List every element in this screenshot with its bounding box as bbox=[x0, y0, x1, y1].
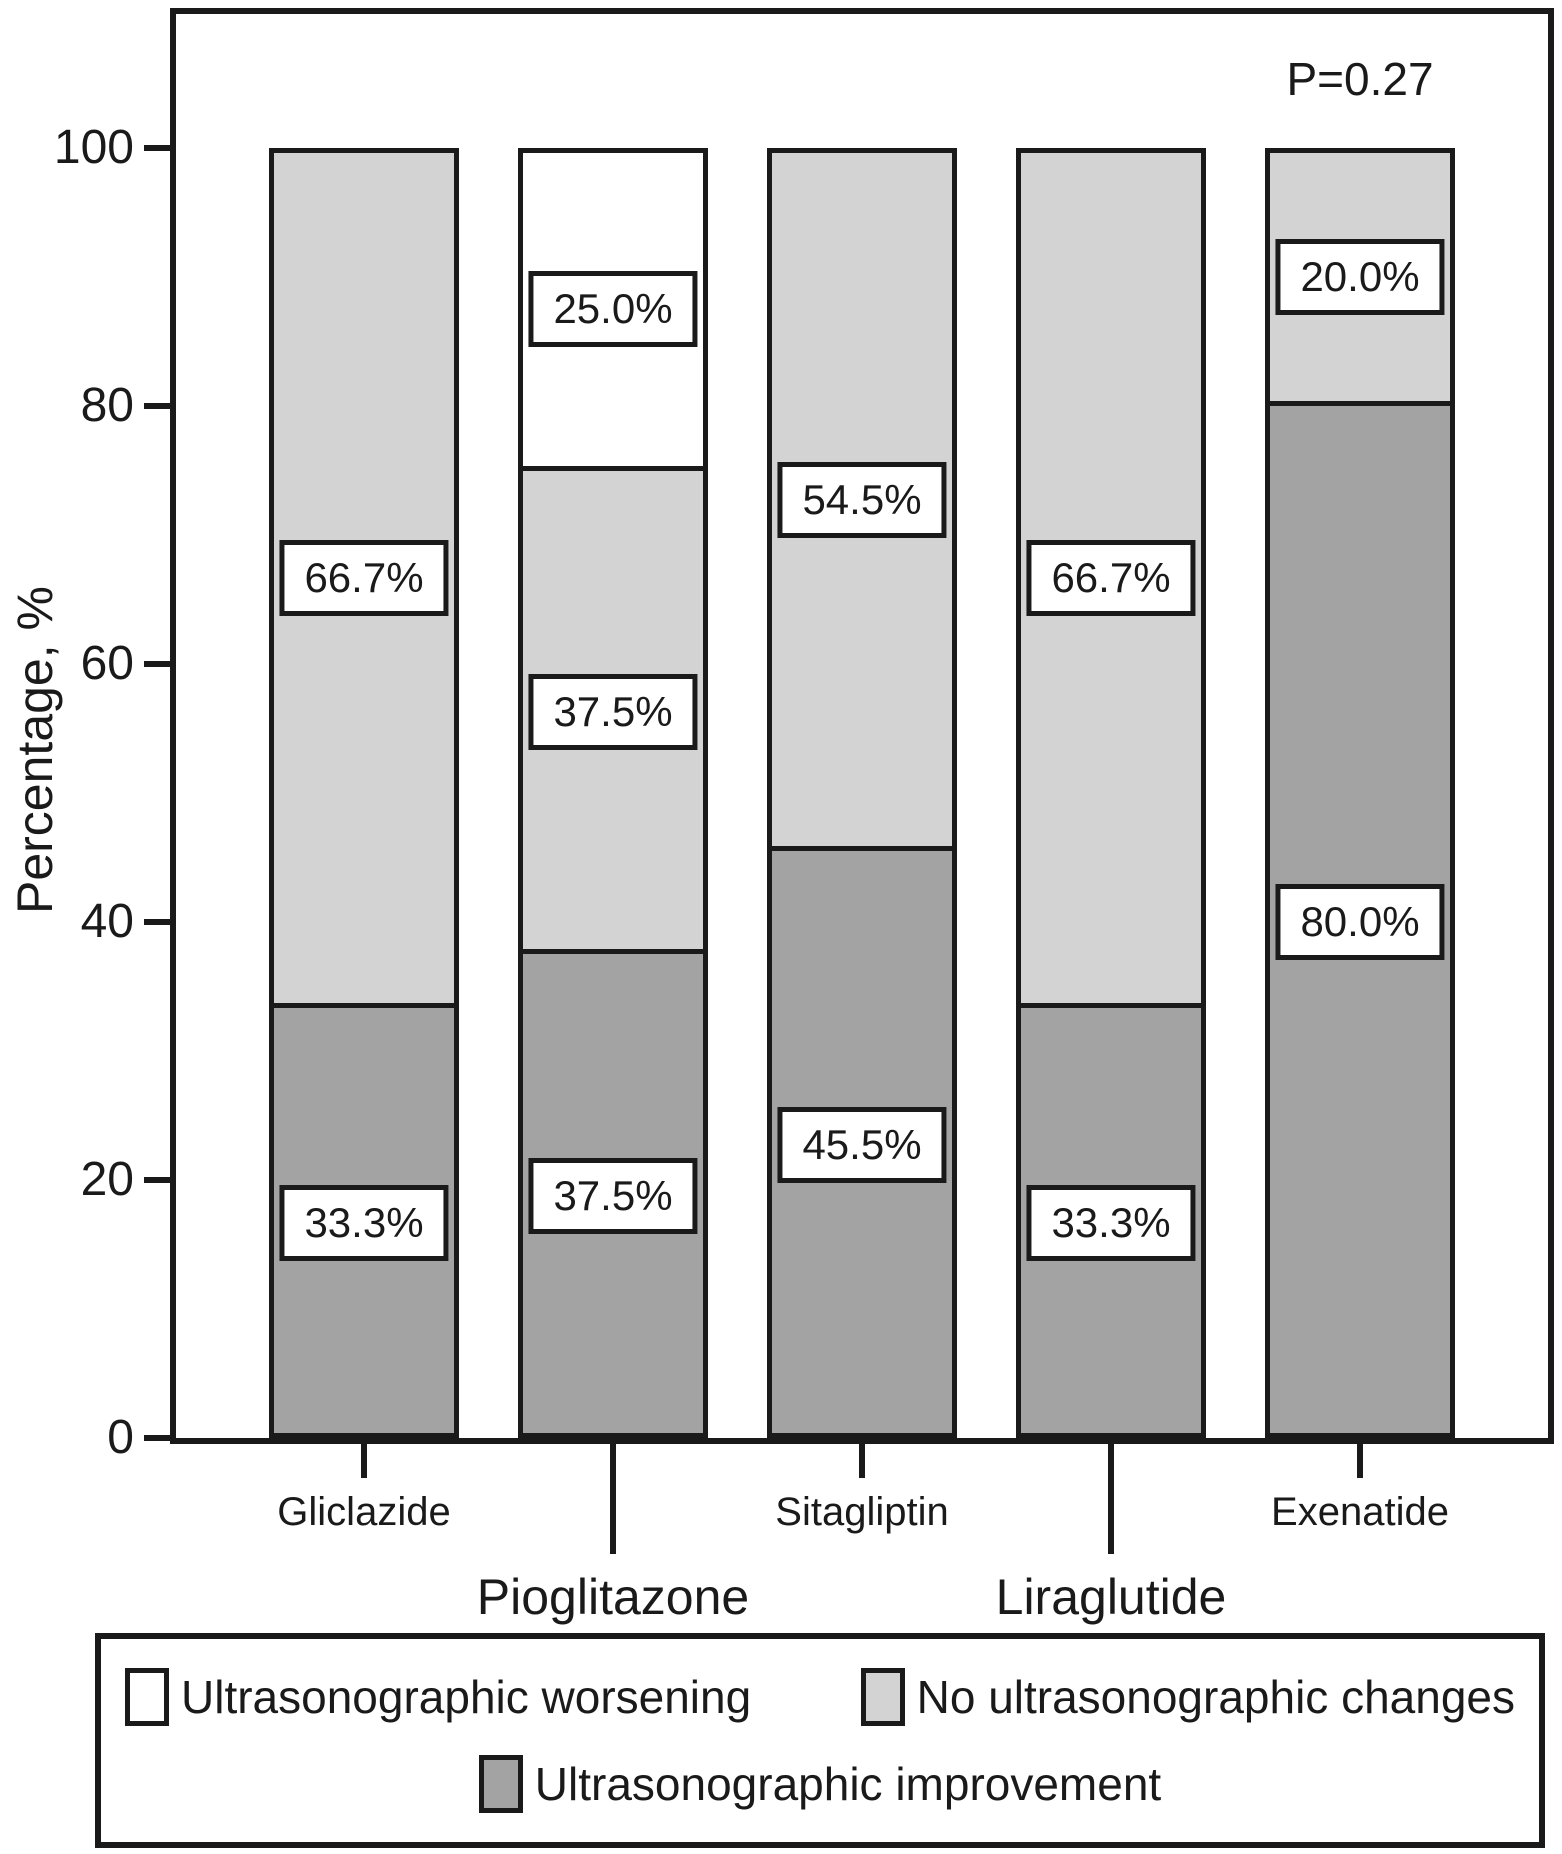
legend-label-no-ultrasonographic-changes: No ultrasonographic changes bbox=[916, 1671, 1515, 1723]
category-label-liraglutide: Liraglutide bbox=[995, 1569, 1227, 1625]
category-label-sitagliptin: Sitagliptin bbox=[775, 1490, 949, 1534]
p-value-annotation: P=0.27 bbox=[1286, 53, 1434, 105]
x-tick-pioglitazone bbox=[610, 1444, 616, 1554]
legend-item-ultrasonographic-improvement: Ultrasonographic improvement bbox=[478, 1755, 1162, 1813]
legend-item-ultrasonographic-worsening: Ultrasonographic worsening bbox=[125, 1668, 751, 1726]
legend-row-2: Ultrasonographic improvement bbox=[125, 1755, 1515, 1813]
bar-exenatide: 80.0% 20.0% bbox=[1265, 148, 1455, 1438]
x-slot-exenatide: Exenatide bbox=[1265, 1444, 1455, 1644]
category-label-pioglitazone: Pioglitazone bbox=[476, 1569, 750, 1625]
y-tick-label-80: 80 bbox=[80, 379, 134, 432]
bar-pioglitazone: 37.5% 37.5% 25.0% bbox=[518, 148, 708, 1438]
x-slot-pioglitazone: Pioglitazone bbox=[477, 1444, 749, 1644]
legend-item-no-ultrasonographic-changes: No ultrasonographic changes bbox=[860, 1668, 1515, 1726]
y-tick-label-0: 0 bbox=[107, 1411, 134, 1464]
x-tick-gliclazide bbox=[361, 1444, 367, 1478]
x-slot-sitagliptin: Sitagliptin bbox=[767, 1444, 957, 1644]
y-tick-label-40: 40 bbox=[80, 895, 134, 948]
legend-row-1: Ultrasonographic worsening No ultrasonogr… bbox=[125, 1668, 1515, 1726]
y-tick-mark-80 bbox=[144, 403, 171, 409]
y-tick-label-100: 100 bbox=[53, 121, 134, 174]
value-label-sitagliptin-ultrasonographic-improvement: 45.5% bbox=[777, 1106, 947, 1183]
stacked-bars: 33.3% 66.7% 37.5% 37.5% 25.0% 45.5% 54.5% 33.3%… bbox=[176, 148, 1548, 1438]
x-tick-exenatide bbox=[1357, 1444, 1363, 1478]
value-label-pioglitazone-ultrasonographic-worsening: 25.0% bbox=[528, 271, 698, 348]
legend-swatch-ultrasonographic-worsening bbox=[125, 1668, 169, 1726]
value-label-pioglitazone-ultrasonographic-improvement: 37.5% bbox=[528, 1158, 698, 1235]
legend-label-ultrasonographic-worsening: Ultrasonographic worsening bbox=[181, 1671, 752, 1723]
legend-label-ultrasonographic-improvement: Ultrasonographic improvement bbox=[534, 1758, 1162, 1810]
value-label-exenatide-ultrasonographic-improvement: 80.0% bbox=[1275, 884, 1445, 960]
value-label-gliclazide-no-ultrasonographic-changes: 66.7% bbox=[279, 540, 449, 617]
value-label-liraglutide-ultrasonographic-improvement: 33.3% bbox=[1026, 1185, 1196, 1262]
x-axis: Gliclazide Pioglitazone Sitagliptin Liraglu… bbox=[176, 1444, 1548, 1644]
x-tick-liraglutide bbox=[1108, 1444, 1114, 1554]
y-tick-label-20: 20 bbox=[80, 1153, 134, 1206]
y-tick-mark-0 bbox=[144, 1435, 171, 1441]
category-label-exenatide: Exenatide bbox=[1271, 1490, 1449, 1534]
legend-box: Ultrasonographic worsening No ultrasonogr… bbox=[95, 1633, 1545, 1848]
x-slot-liraglutide: Liraglutide bbox=[996, 1444, 1226, 1644]
bar-sitagliptin: 45.5% 54.5% bbox=[767, 148, 957, 1438]
y-tick-mark-20 bbox=[144, 1177, 171, 1183]
category-label-gliclazide: Gliclazide bbox=[277, 1490, 451, 1534]
legend-swatch-ultrasonographic-improvement bbox=[478, 1755, 523, 1813]
legend-swatch-no-ultrasonographic-changes bbox=[860, 1668, 905, 1726]
y-tick-mark-100 bbox=[144, 145, 171, 151]
y-tick-label-60: 60 bbox=[80, 637, 134, 690]
value-label-pioglitazone-no-ultrasonographic-changes: 37.5% bbox=[528, 674, 698, 751]
y-axis-label: Percentage, % bbox=[7, 586, 63, 914]
value-label-exenatide-no-ultrasonographic-changes: 20.0% bbox=[1275, 239, 1445, 315]
x-slot-gliclazide: Gliclazide bbox=[269, 1444, 459, 1644]
y-tick-mark-60 bbox=[144, 661, 171, 667]
value-label-liraglutide-no-ultrasonographic-changes: 66.7% bbox=[1026, 540, 1196, 617]
value-label-gliclazide-ultrasonographic-improvement: 33.3% bbox=[279, 1185, 449, 1262]
x-tick-sitagliptin bbox=[859, 1444, 865, 1478]
value-label-sitagliptin-no-ultrasonographic-changes: 54.5% bbox=[777, 461, 947, 538]
bar-gliclazide: 33.3% 66.7% bbox=[269, 148, 459, 1438]
y-tick-mark-40 bbox=[144, 919, 171, 925]
bar-liraglutide: 33.3% 66.7% bbox=[1016, 148, 1206, 1438]
